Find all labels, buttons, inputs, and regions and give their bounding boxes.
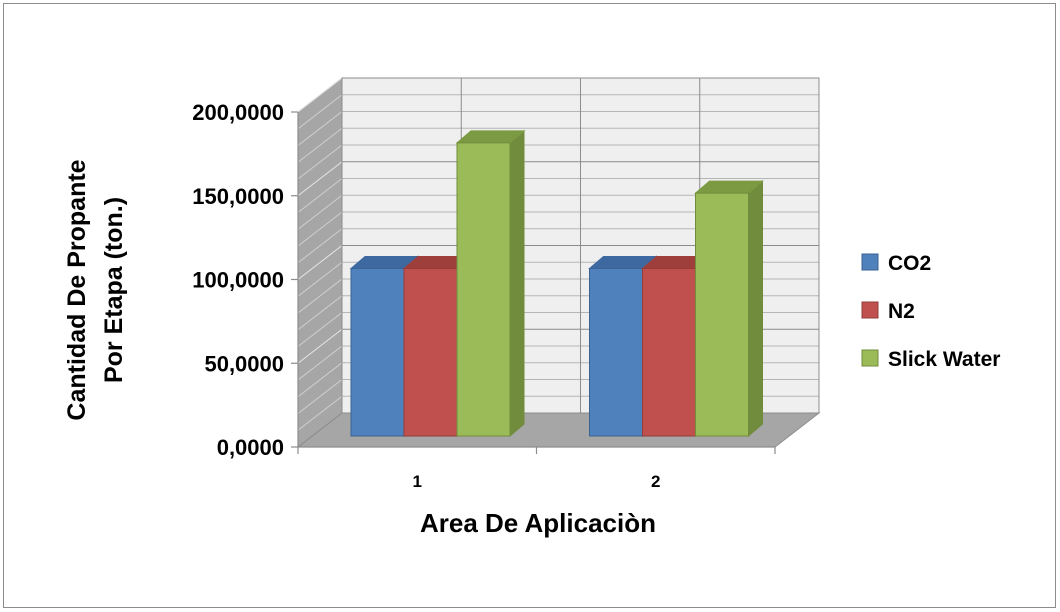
- gridline-side: [297, 178, 343, 213]
- legend-item: CO2: [861, 252, 931, 275]
- y-axis-title-line2: Por Etapa (ton.): [100, 197, 128, 383]
- legend-label: Slick Water: [888, 348, 1000, 371]
- gridline-side: [297, 245, 343, 280]
- gridline-side: [297, 379, 343, 414]
- axes: [291, 111, 776, 454]
- gridline-side: [297, 362, 343, 398]
- bar-side: [509, 129, 525, 438]
- bar-front: [350, 268, 405, 437]
- legend-swatch: [861, 349, 879, 367]
- gridline-side: [297, 77, 343, 113]
- legend-item: N2: [861, 300, 915, 323]
- bars: [349, 129, 764, 438]
- y-axis-title-line1: Cantidad De Propante: [63, 159, 91, 420]
- gridline-side: [297, 345, 343, 381]
- gridline-side: [297, 194, 343, 230]
- gridline-side: [297, 328, 343, 364]
- bar-side: [748, 180, 763, 438]
- bar-front: [589, 268, 643, 437]
- x-tick-label: 1: [413, 472, 422, 491]
- gridline-side: [297, 261, 343, 297]
- y-axis-title: Cantidad De Propante Por Etapa (ton.): [63, 159, 128, 420]
- x-tick-label: 2: [651, 472, 660, 491]
- gridline-side: [297, 127, 343, 163]
- y-tick-label: 100,0000: [192, 268, 284, 293]
- gridline-side: [297, 312, 343, 347]
- legend-item: Slick Water: [861, 348, 1000, 371]
- y-tick-label: 50,0000: [204, 351, 284, 376]
- bar-front: [456, 142, 511, 437]
- gridline-side: [297, 111, 343, 146]
- bar-front: [695, 192, 749, 437]
- legend-label: CO2: [888, 252, 931, 275]
- gridline-side: [297, 278, 343, 314]
- gridline-side: [297, 161, 343, 197]
- bar-front: [403, 268, 458, 437]
- bar-slick-water-cat-2: [694, 180, 764, 438]
- gridline-side: [297, 395, 343, 431]
- legend-swatch: [861, 301, 879, 319]
- legend: CO2 N2 Slick Water: [861, 252, 1000, 371]
- gridline-side: [297, 211, 343, 247]
- y-tick-label: 150,0000: [192, 184, 284, 209]
- gridline-side: [297, 94, 343, 130]
- y-tick-label: 0,0000: [217, 435, 284, 460]
- chart-frame: [3, 3, 1056, 608]
- y-tick-labels: 0,0000 50,0000 100,0000 150,0000 200,0000: [192, 100, 284, 460]
- gridline-side: [297, 144, 343, 180]
- gridline-side: [297, 228, 343, 264]
- y-tick-label: 200,0000: [192, 100, 284, 125]
- x-axis-title: Area De Aplicaciòn: [420, 508, 656, 538]
- legend-label: N2: [888, 300, 915, 323]
- bar-slick-water-cat-1: [455, 129, 526, 438]
- gridline-side: [297, 295, 343, 331]
- bar-front: [642, 268, 696, 437]
- legend-swatch: [861, 253, 879, 271]
